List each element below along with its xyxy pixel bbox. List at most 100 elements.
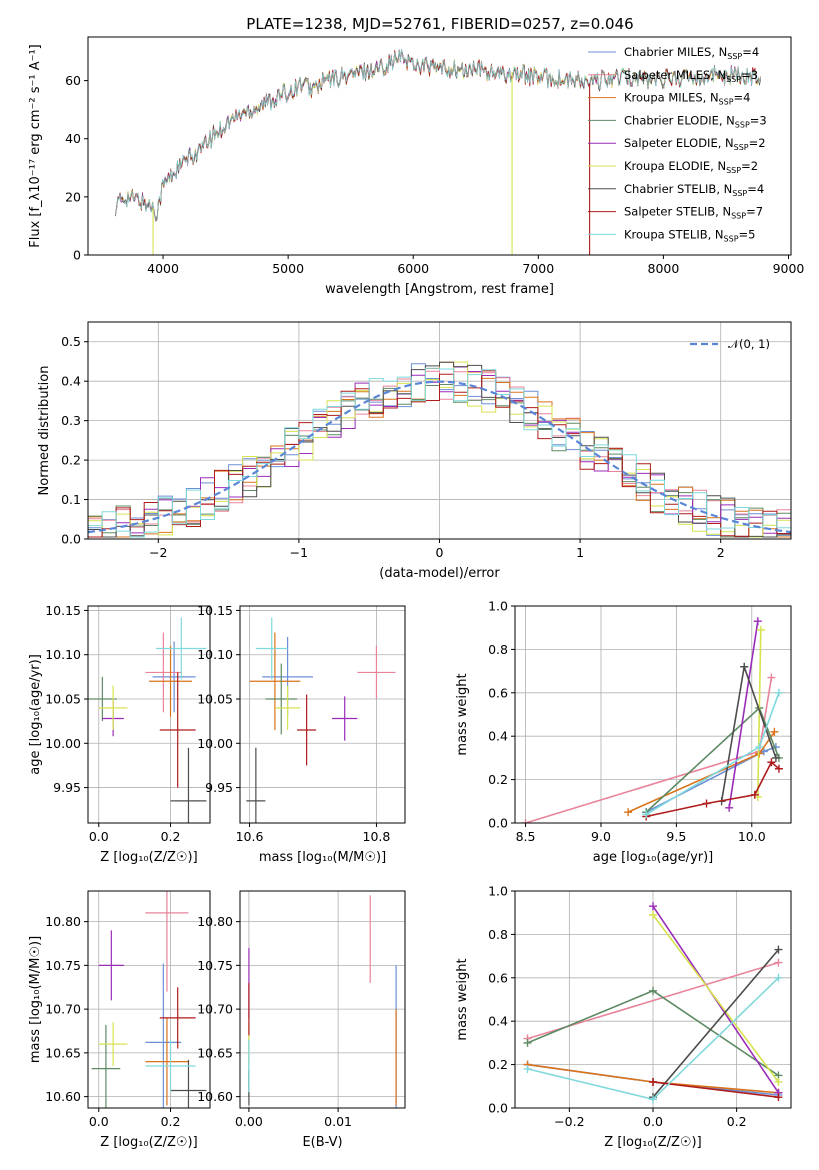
point-salpeter-stelib [159, 987, 196, 1049]
axes-frame [514, 890, 792, 1109]
x-tick-label: 0 [436, 545, 444, 560]
y-tick-label: 10.10 [197, 647, 233, 662]
x-tick-label: 8000 [648, 261, 680, 276]
series-marker [642, 810, 651, 819]
point-salpeter-elodie [332, 696, 358, 741]
spectrum-line-kroupa-stelib [115, 49, 761, 220]
panel-spectrum: 4000 5000 6000 7000 8000 9000 0 20 40 60 wavelengt… [28, 36, 805, 297]
y-tick-label: 10.70 [45, 1002, 81, 1017]
point-kroupa-miles [249, 632, 301, 730]
y-tick-label: 9.95 [53, 780, 81, 795]
y-tick-label: 0.1 [61, 492, 81, 507]
x-axis-label: Z [log₁₀(Z/Z☉)] [100, 850, 197, 865]
series-kroupa-stelib [642, 688, 783, 819]
series-marker [774, 1093, 783, 1102]
panel-weight-vs-age: 8.5 9.0 9.5 10.0 0.0 0.2 0.4 0.6 0.8 1.0 age [log₁… [455, 599, 792, 865]
y-tick-label: 10.00 [197, 736, 233, 751]
y-tick-label: 10.65 [197, 1045, 233, 1060]
legend-entry-kroupa-stelib: Kroupa STELIB, NSSP=5 [624, 227, 755, 243]
y-tick-label: 0.4 [488, 729, 508, 744]
y-tick-label: 0.2 [61, 453, 81, 468]
y-axis-label: Flux [f_λ10⁻¹⁷ erg cm⁻² s⁻¹ A⁻¹] [28, 44, 43, 248]
series-marker [725, 803, 734, 812]
panel-age-vs-mass: 10.6 10.8 9.95 10.00 10.05 10.10 10.15 mass [lo… [197, 603, 406, 865]
plot-area [91, 891, 207, 1108]
axes-frame [514, 605, 792, 824]
series-kroupa-elodie [649, 910, 783, 1086]
y-tick-label: 0.0 [61, 532, 81, 547]
panel-residuals: −2 −1 0 1 2 0.0 0.1 0.2 0.3 0.4 0.5 (data-model)/er… [37, 321, 792, 581]
series-kroupa-miles [624, 727, 779, 817]
series-marker [767, 758, 776, 767]
legend: 𝒩(0, 1) [690, 337, 770, 351]
series-chabrier-elodie [642, 703, 783, 817]
series-line [728, 621, 759, 808]
series-marker [523, 1064, 532, 1073]
axes-frame [239, 605, 406, 824]
series-marker [755, 743, 764, 752]
panel-weight-vs-z: −0.2 0.0 0.2 0.0 0.2 0.4 0.6 0.8 1.0 Z [log₁₀(Z/Z… [455, 884, 792, 1150]
y-tick-label: 10.15 [45, 603, 81, 618]
point-chabrier-elodie [88, 676, 117, 722]
axes-frame [87, 890, 211, 1109]
panel-mass-vs-z: 0.0 0.2 10.60 10.65 10.70 10.75 10.80 Z [log₁₀(… [28, 890, 211, 1150]
y-tick-label: 0.8 [488, 927, 508, 942]
series-marker [649, 1095, 657, 1104]
plot-area [115, 49, 761, 255]
x-tick-label: 0.0 [89, 829, 109, 844]
series-marker [521, 819, 530, 823]
x-tick-label: 10.8 [363, 829, 391, 844]
y-tick-label: 60 [65, 73, 81, 88]
series-marker [774, 764, 783, 773]
normal-curve [88, 380, 791, 534]
legend: Chabrier MILES, NSSP=4 Salpeter MILES, NS… [588, 45, 767, 243]
legend-entry-salpeter-miles: Salpeter MILES, NSSP=3 [624, 68, 758, 84]
series-marker [774, 958, 783, 967]
y-axis-label: Normed distribution [37, 366, 52, 496]
x-axis-label: age [log₁₀(age/yr)] [593, 850, 714, 865]
series-marker [649, 910, 657, 919]
series-line [525, 677, 773, 823]
point-chabrier-miles [152, 641, 196, 713]
series-marker [649, 1077, 657, 1086]
histogram-salpeter-stelib [88, 370, 791, 538]
y-tick-label: 10.60 [197, 1089, 233, 1104]
point-chabrier-stelib [170, 747, 207, 823]
y-tick-label: 0.6 [488, 970, 508, 985]
series-chabrier-stelib [649, 945, 783, 1102]
series-line [757, 629, 762, 798]
point-kroupa-stelib [145, 1039, 196, 1093]
series-kroupa-elodie [753, 625, 765, 801]
axes-frame [87, 605, 211, 824]
series-marker [756, 625, 765, 634]
x-tick-label: 9.5 [666, 829, 686, 844]
point-chabrier-stelib [170, 1059, 207, 1108]
point-chabrier-elodie [265, 663, 298, 735]
x-tick-label: −0.2 [554, 1114, 584, 1129]
figure-title: PLATE=1238, MJD=52761, FIBERID=0257, z=0… [246, 15, 633, 33]
y-tick-label: 0.5 [61, 334, 81, 349]
x-tick-label: 9000 [773, 261, 805, 276]
point-kroupa-stelib [156, 617, 207, 680]
y-tick-label: 10.60 [45, 1089, 81, 1104]
series-line [652, 949, 780, 1098]
x-axis-label: Z [log₁₀(Z/Z☉)] [100, 1135, 197, 1150]
y-tick-label: 1.0 [488, 884, 508, 899]
x-tick-label: 0.0 [643, 1114, 663, 1129]
point-salpeter-miles [145, 632, 182, 713]
x-tick-label: 0.2 [727, 1114, 747, 1129]
legend-entry-kroupa-elodie: Kroupa ELODIE, NSSP=2 [624, 159, 758, 175]
series-marker [770, 727, 779, 736]
x-tick-label: 8.5 [516, 829, 536, 844]
axes-frame [87, 36, 792, 256]
y-tick-label: 10.15 [197, 603, 233, 618]
series-salpeter-stelib [649, 1077, 783, 1102]
x-tick-label: 7000 [522, 261, 554, 276]
y-tick-label: 0.4 [61, 374, 81, 389]
legend-entry-chabrier-miles: Chabrier MILES, NSSP=4 [624, 45, 759, 61]
y-axis-label: age [log₁₀(age/yr)] [28, 654, 43, 775]
y-axis-label: mass weight [455, 673, 470, 755]
series-line [652, 914, 780, 1083]
series-kroupa-stelib [523, 973, 783, 1104]
y-tick-label: 0.0 [488, 816, 508, 831]
